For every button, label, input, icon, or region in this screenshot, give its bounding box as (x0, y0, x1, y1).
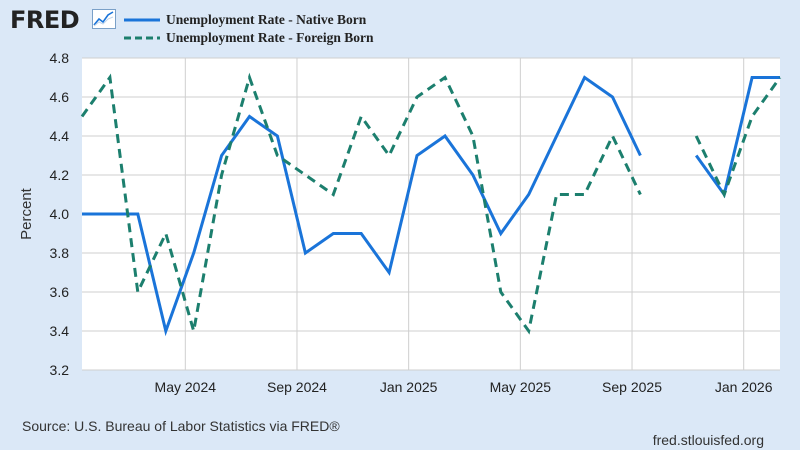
legend-swatch-dashed (124, 36, 160, 40)
y-tick-label: 3.2 (50, 362, 70, 378)
legend-item-native: Unemployment Rate - Native Born (124, 11, 373, 29)
legend-item-foreign: Unemployment Rate - Foreign Born (124, 29, 373, 47)
y-tick-label: 4.6 (50, 89, 70, 105)
y-axis-title: Percent (18, 187, 35, 240)
trend-chart-icon (92, 9, 116, 29)
x-tick-label: Jan 2026 (715, 379, 773, 395)
x-tick-label: Sep 2025 (602, 379, 662, 395)
x-tick-label: May 2024 (155, 379, 217, 395)
y-tick-label: 3.4 (50, 323, 70, 339)
fred-logo[interactable]: FRED (10, 6, 80, 34)
y-tick-label: 4.0 (50, 206, 70, 222)
series-line-native (82, 75, 780, 337)
y-tick-label: 3.6 (50, 284, 70, 300)
x-tick-label: May 2025 (490, 379, 552, 395)
x-axis-ticks: May 2024 Sep 2024 Jan 2025 May 2025 Sep 2025… (155, 379, 773, 395)
legend-label-foreign: Unemployment Rate - Foreign Born (166, 30, 374, 45)
legend-swatch-solid (124, 18, 160, 22)
y-tick-label: 4.8 (50, 50, 70, 66)
series-line-foreign (80, 72, 782, 335)
source-note: Source: U.S. Bureau of Labor Statistics … (22, 418, 340, 434)
x-tick-label: Jan 2025 (380, 379, 438, 395)
y-tick-label: 4.2 (50, 167, 70, 183)
site-url[interactable]: fred.stlouisfed.org (652, 432, 764, 448)
chart-legend: Unemployment Rate - Native Born Unemploy… (124, 11, 373, 47)
y-tick-label: 4.4 (50, 128, 70, 144)
y-axis-ticks: 3.2 3.4 3.6 3.8 4.0 4.2 4.4 4.6 4.8 (50, 50, 70, 378)
x-tick-label: Sep 2024 (267, 379, 327, 395)
y-tick-label: 3.8 (50, 245, 70, 261)
series-lines (80, 72, 782, 337)
legend-label-native: Unemployment Rate - Native Born (166, 12, 367, 27)
